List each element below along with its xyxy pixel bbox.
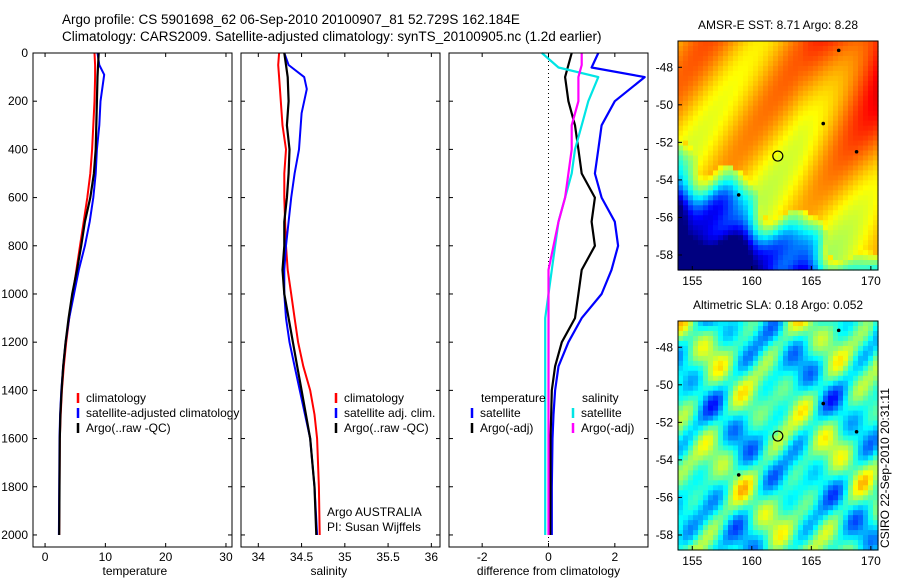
temp-x-axis-label: temperature (103, 564, 168, 578)
depth-tick-label: 2000 (1, 528, 28, 542)
sla-island-marker-1 (854, 429, 859, 434)
sal-legend-entry-2: Argo(..raw -QC) (344, 421, 429, 435)
sla-float-position-marker (772, 430, 784, 442)
sst-lat-tick-label: -48 (656, 60, 674, 74)
sal-series-0 (277, 52, 321, 536)
sal-xtick-label: 35 (338, 550, 352, 564)
diff-legend-temp-argo: Argo(-adj) (480, 421, 533, 435)
temp-xtick-label: 30 (219, 550, 233, 564)
sla-island-marker-2 (736, 473, 741, 477)
depth-tick-label: 1800 (1, 480, 28, 494)
depth-tick-label: 1000 (1, 287, 28, 301)
depth-tick-label: 400 (8, 142, 28, 156)
temp-legend-entry-0: climatology (86, 391, 146, 405)
sla-lat-tick-label: -48 (656, 340, 674, 354)
sal-xtick-label: 34 (252, 550, 266, 564)
temp-series-2 (58, 52, 100, 536)
sst-lat-tick-label: -50 (656, 98, 674, 112)
sst-lon-tick-label: 155 (682, 274, 702, 288)
temp-xtick-label: 20 (159, 550, 173, 564)
sst-lat-tick-label: -54 (656, 173, 674, 187)
sla-lon-tick-label: 155 (682, 554, 702, 568)
depth-tick-label: 1200 (1, 335, 28, 349)
temp-legend-entry-2: Argo(..raw -QC) (86, 421, 171, 435)
diff-legend-sal-title: salinity (582, 391, 619, 405)
diff-xtick-label: 2 (611, 550, 618, 564)
sst-lon-tick-label: 170 (861, 274, 881, 288)
diff-legend-sal-sat: satellite (581, 406, 622, 420)
diff-series-1 (549, 52, 596, 536)
depth-tick-label: 1600 (1, 432, 28, 446)
diff-xtick-label: 0 (545, 550, 552, 564)
depth-tick-label: 600 (8, 191, 28, 205)
sla-map-frame (677, 320, 879, 551)
sla-map: 155 160 165 170 -48 -50 -52 -54 -56 -58 Altimetric… (656, 298, 882, 568)
sst-lon-tick-label: 165 (801, 274, 821, 288)
temp-legend-entry-1: satellite-adjusted climatology (86, 406, 239, 420)
temp-axes-frame (32, 52, 233, 548)
sst-map: 155 160 165 170 -48 -50 -52 -54 -56 -58 AMSR-E SST… (656, 18, 882, 288)
sal-series-2 (281, 52, 318, 536)
depth-tick-label: 0 (21, 46, 28, 60)
argo-program-label: Argo AUSTRALIA (327, 505, 422, 519)
sla-lat-tick-label: -56 (656, 490, 674, 504)
sal-xtick-label: 34.5 (290, 550, 314, 564)
sst-island-marker-3 (836, 48, 841, 53)
sla-island-marker-3 (836, 328, 841, 333)
sal-legend-entry-1: satellite adj. clim. (344, 406, 435, 420)
sal-xtick-label: 35.5 (376, 550, 400, 564)
sla-lat-tick-label: -52 (656, 415, 674, 429)
difference-legend: temperaturesatelliteArgo(-adj)salinitysa… (470, 391, 634, 435)
diff-x-axis-label: difference from climatology (477, 564, 620, 578)
diff-legend-temp-sat: satellite (480, 406, 521, 420)
depth-tick-label: 800 (8, 239, 28, 253)
temp-panel: 0 10 20 30 temperature 0 200 400 600 800 1000 1200 1… (1, 46, 233, 578)
diff-xtick-label: -2 (477, 550, 488, 564)
diff-series-3 (547, 53, 583, 535)
sla-lon-tick-label: 165 (801, 554, 821, 568)
figure-title-line-1: Argo profile: CS 5901698_62 06-Sep-2010 … (62, 12, 520, 27)
sst-map-frame (677, 40, 879, 271)
sla-lon-tick-label: 170 (861, 554, 881, 568)
temp-series-0 (58, 52, 97, 536)
sla-lat-tick-label: -50 (656, 378, 674, 392)
sla-map-title: Altimetric SLA: 0.18 Argo: 0.052 (693, 298, 863, 312)
diff-series-2 (541, 52, 600, 535)
sal-x-axis-label: salinity (311, 564, 348, 578)
sst-lat-tick-label: -58 (656, 248, 674, 262)
sst-lat-tick-label: -52 (656, 135, 674, 149)
diff-legend-temp-title: temperature (481, 391, 546, 405)
temp-xtick-label: 10 (99, 550, 113, 564)
sst-island-marker-2 (736, 193, 741, 197)
sst-map-title: AMSR-E SST: 8.71 Argo: 8.28 (698, 18, 858, 32)
sst-island-marker-1 (854, 149, 859, 154)
sst-island-marker-0 (821, 121, 826, 126)
sla-lat-tick-label: -58 (656, 528, 674, 542)
sal-panel: 34 34.5 35 35.5 36 salinity (240, 52, 441, 578)
sla-lon-tick-label: 160 (742, 554, 762, 568)
sla-island-marker-0 (821, 401, 826, 406)
temp-series-1 (57, 52, 106, 536)
depth-tick-label: 200 (8, 94, 28, 108)
sal-legend-entry-0: climatology (344, 391, 404, 405)
creation-stamp: CSIRO 22-Sep-2010 20:31:11 (878, 388, 892, 548)
sla-lat-tick-label: -54 (656, 453, 674, 467)
sst-lat-tick-label: -56 (656, 210, 674, 224)
sal-xtick-label: 36 (425, 550, 439, 564)
diff-legend-sal-argo: Argo(-adj) (581, 421, 634, 435)
temp-xtick-label: 0 (42, 550, 49, 564)
sst-float-position-marker (772, 150, 784, 162)
depth-tick-label: 1400 (1, 383, 28, 397)
figure-title-line-2: Climatology: CARS2009. Satellite-adjuste… (62, 29, 602, 44)
argo-pi-label: PI: Susan Wijffels (327, 520, 421, 534)
sal-axes-frame (240, 52, 441, 548)
sst-lon-tick-label: 160 (742, 274, 762, 288)
diff-series-0 (550, 52, 646, 535)
